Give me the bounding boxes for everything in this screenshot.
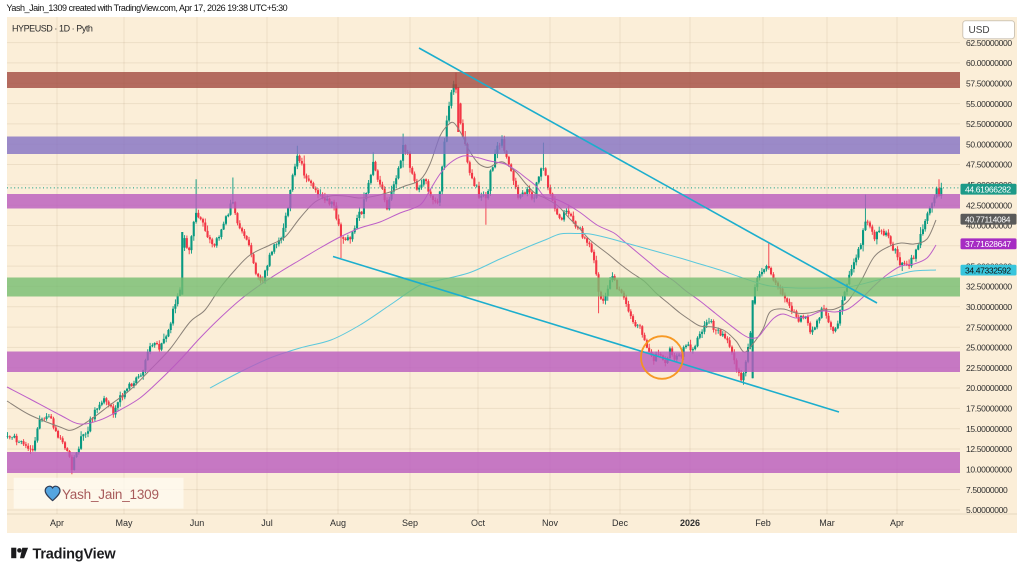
svg-text:USD: USD	[969, 25, 990, 36]
svg-text:Yash_Jain_1309 created with Tr: Yash_Jain_1309 created with TradingView.…	[7, 3, 288, 13]
svg-text:Feb: Feb	[755, 518, 771, 528]
svg-text:22.50000000: 22.50000000	[966, 363, 1012, 373]
svg-text:May: May	[115, 518, 133, 528]
svg-text:HYPEUSD · 1D · Pyth: HYPEUSD · 1D · Pyth	[12, 24, 93, 34]
svg-text:32.50000000: 32.50000000	[966, 282, 1012, 292]
svg-text:15.00000000: 15.00000000	[966, 424, 1012, 434]
svg-text:Aug: Aug	[330, 518, 346, 528]
svg-text:50.00000000: 50.00000000	[966, 139, 1012, 149]
svg-text:Yash_Jain_1309: Yash_Jain_1309	[62, 487, 159, 502]
svg-text:34.47332592: 34.47332592	[965, 265, 1011, 275]
svg-text:Jul: Jul	[261, 518, 273, 528]
svg-text:12.50000000: 12.50000000	[966, 444, 1012, 454]
svg-text:Apr: Apr	[50, 518, 64, 528]
svg-text:20.00000000: 20.00000000	[966, 383, 1012, 393]
svg-text:57.50000000: 57.50000000	[966, 78, 1012, 88]
svg-text:2026: 2026	[680, 518, 700, 528]
svg-text:30.00000000: 30.00000000	[966, 302, 1012, 312]
svg-text:7.50000000: 7.50000000	[966, 485, 1008, 495]
svg-text:44.61966282: 44.61966282	[965, 185, 1011, 195]
svg-text:Apr: Apr	[890, 518, 904, 528]
svg-text:47.50000000: 47.50000000	[966, 160, 1012, 170]
svg-text:55.00000000: 55.00000000	[966, 99, 1012, 109]
svg-text:60.00000000: 60.00000000	[966, 58, 1012, 68]
svg-text:40.00000000: 40.00000000	[966, 221, 1012, 231]
svg-text:62.50000000: 62.50000000	[966, 38, 1012, 48]
svg-text:25.00000000: 25.00000000	[966, 343, 1012, 353]
svg-text:17.50000000: 17.50000000	[966, 404, 1012, 414]
svg-text:Dec: Dec	[612, 518, 629, 528]
svg-text:40.77114084: 40.77114084	[965, 215, 1011, 225]
svg-text:5.00000000: 5.00000000	[966, 505, 1008, 515]
svg-text:Mar: Mar	[819, 518, 835, 528]
svg-text:Sep: Sep	[402, 518, 418, 528]
svg-text:27.50000000: 27.50000000	[966, 322, 1012, 332]
svg-text:10.00000000: 10.00000000	[966, 465, 1012, 475]
svg-text:Jun: Jun	[190, 518, 205, 528]
svg-text:Oct: Oct	[471, 518, 486, 528]
svg-text:42.50000000: 42.50000000	[966, 200, 1012, 210]
svg-text:Nov: Nov	[542, 518, 559, 528]
svg-text:TradingView: TradingView	[33, 547, 117, 563]
svg-text:52.50000000: 52.50000000	[966, 119, 1012, 129]
svg-text:37.71628647: 37.71628647	[965, 239, 1011, 249]
